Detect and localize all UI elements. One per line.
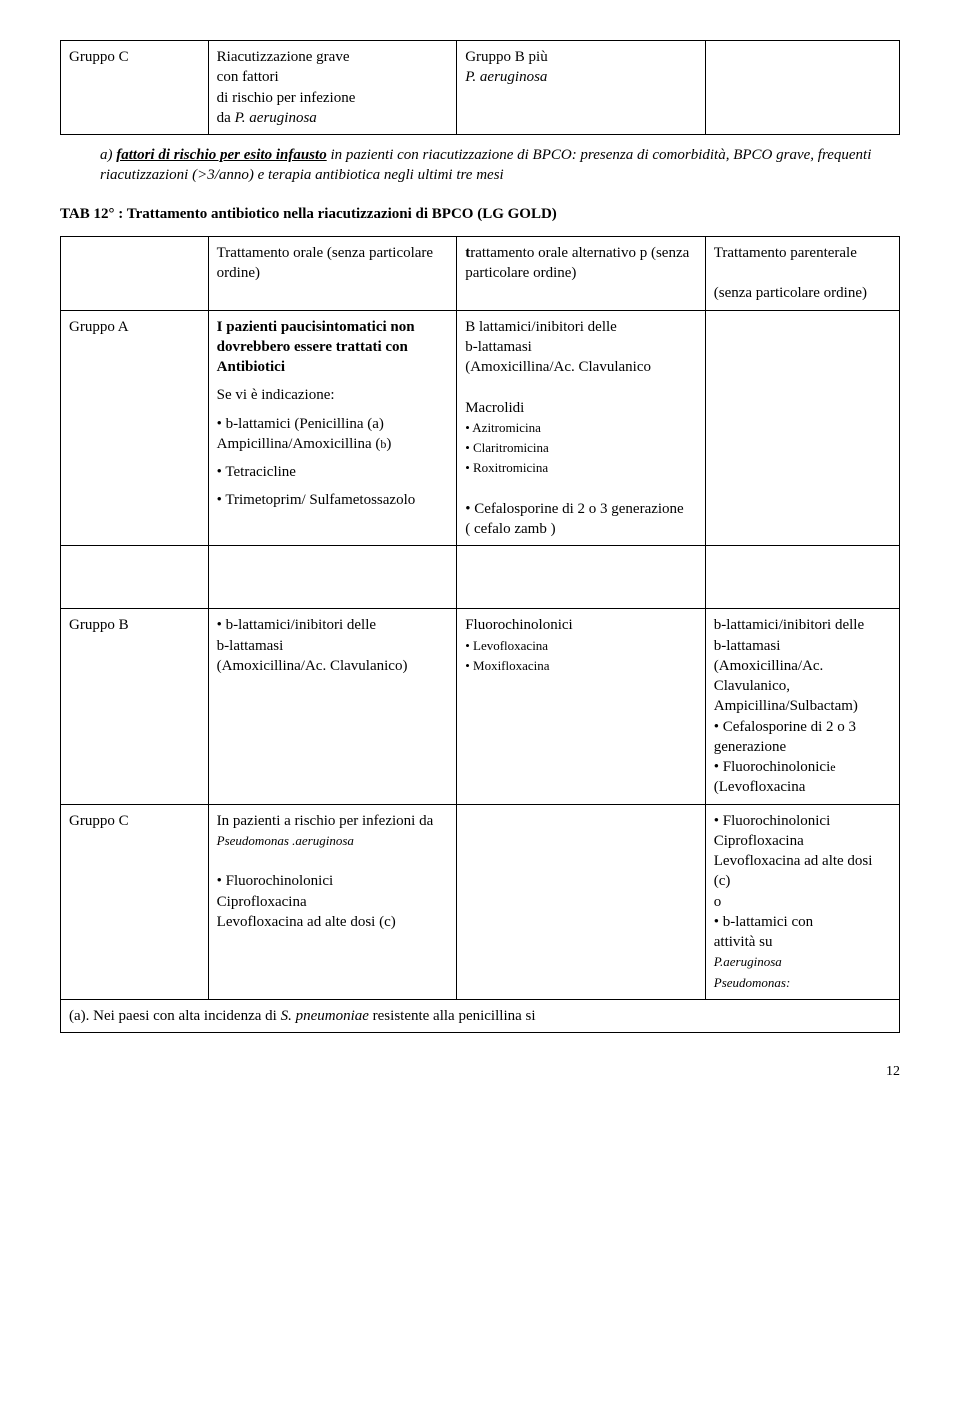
- rowB-label: Gruppo B: [61, 609, 209, 804]
- top-context-table: Gruppo C Riacutizzazione grave con fatto…: [60, 40, 900, 135]
- top-c2-l2: con fattori: [217, 69, 279, 85]
- rowB-c2: • b-lattamici/inibitori delle b-lattamas…: [208, 609, 457, 804]
- rowB-c4e2: e: [830, 760, 835, 774]
- rowA-c3a: B lattamici/inibitori delle: [465, 319, 617, 335]
- rowA-label: Gruppo A: [61, 310, 209, 546]
- rowA-c2c-end: ): [386, 436, 391, 452]
- rowC-c2: In pazienti a rischio per infezioni da P…: [208, 804, 457, 999]
- top-c2-l3: di rischio per infezione: [217, 90, 356, 106]
- table-row-a: Gruppo A I pazienti paucisintomatici non…: [61, 310, 900, 546]
- spacer-c3: [457, 546, 706, 609]
- rowC-c4f: attività su: [714, 934, 773, 950]
- rowC-c2e: Levofloxacina ad alte dosi (c): [217, 914, 396, 930]
- top-c2-l4b: P. aeruginosa: [235, 110, 317, 126]
- spacer-c2: [208, 546, 457, 609]
- rowC-c4a: • Fluorochinolonici: [714, 813, 831, 829]
- rowA-c4: [705, 310, 899, 546]
- rowB-c3: Fluorochinolonici • Levofloxacina • Moxi…: [457, 609, 706, 804]
- rowA-c2e: • Trimetoprim/ Sulfametossazolo: [217, 490, 449, 510]
- top-c1: Gruppo C: [61, 41, 209, 135]
- table-row-b: Gruppo B • b-lattamici/inibitori delle b…: [61, 609, 900, 804]
- rowA-c2a: I pazienti paucisintomatici non dovrebbe…: [217, 319, 415, 376]
- rowB-c4f: (Levofloxacina: [714, 779, 806, 795]
- rowA-c3d: Macrolidi: [465, 400, 524, 416]
- rowC-c2c: • Fluorochinolonici: [217, 873, 334, 889]
- rowB-c2c: (Amoxicillina/Ac. Clavulanico): [217, 658, 408, 674]
- hdr-c1: [61, 236, 209, 310]
- hdr-c3: trattamento orale alternativo p (senza p…: [457, 236, 706, 310]
- rowA-c3i: ( cefalo zamb ): [465, 521, 555, 537]
- table-row-c: Gruppo C In pazienti a rischio per infez…: [61, 804, 900, 999]
- rowC-c4g: P.aeruginosa: [714, 954, 782, 969]
- note-a: a) fattori di rischio per esito infausto…: [100, 145, 900, 186]
- rowC-c4h: Pseudomonas:: [714, 975, 791, 990]
- treatment-table: Trattamento orale (senza particolare ord…: [60, 236, 900, 1033]
- hdr-c4-text: Trattamento parenterale: [714, 245, 857, 261]
- rowB-c4d: • Cefalosporine di 2 o 3 generazione: [714, 719, 856, 755]
- rowA-c3h: • Cefalosporine di 2 o 3 generazione: [465, 501, 684, 517]
- top-c2: Riacutizzazione grave con fattori di ris…: [208, 41, 457, 135]
- top-c4: [705, 41, 899, 135]
- hdr-c3b: rattamento orale alternativo p (senza pa…: [465, 245, 689, 281]
- rowA-c2c: • b-lattamici (Penicillina (a) Ampicilli…: [217, 416, 384, 452]
- rowC-c4d: o: [714, 894, 722, 910]
- top-c2-l4a: da: [217, 110, 235, 126]
- rowB-c4b: b-lattamasi: [714, 638, 781, 654]
- footnote-a3: resistente alla penicillina si: [373, 1008, 536, 1024]
- page-number: 12: [60, 1063, 900, 1082]
- rowB-c3c: • Moxifloxacina: [465, 658, 549, 673]
- top-c2-l1: Riacutizzazione grave: [217, 49, 350, 65]
- rowB-c4a: b-lattamici/inibitori delle: [714, 617, 864, 633]
- rowA-c2b: Se vi è indicazione:: [217, 385, 449, 405]
- top-c3-l1: Gruppo B più: [465, 49, 548, 65]
- footnote-a2: S. pneumoniae: [281, 1008, 373, 1024]
- rowC-c2d: Ciprofloxacina: [217, 894, 307, 910]
- rowC-label: Gruppo C: [61, 804, 209, 999]
- rowA-c2d: • Tetracicline: [217, 462, 449, 482]
- note-a-prefix: a): [100, 147, 116, 163]
- rowC-c4b: Ciprofloxacina: [714, 833, 804, 849]
- rowA-c3e: • Azitromicina: [465, 420, 541, 435]
- hdr-c4b-text: (senza particolare ordine): [714, 285, 867, 301]
- rowC-c4: • Fluorochinolonici Ciprofloxacina Levof…: [705, 804, 899, 999]
- rowC-c2b: Pseudomonas .aeruginosa: [217, 833, 354, 848]
- rowA-c3b: b-lattamasi: [465, 339, 532, 355]
- top-c3: Gruppo B più P. aeruginosa: [457, 41, 706, 135]
- rowC-c4c: Levofloxacina ad alte dosi (c): [714, 853, 873, 889]
- rowC-c2a: In pazienti a rischio per infezioni da: [217, 813, 434, 829]
- hdr-c4: Trattamento parenterale (senza particola…: [705, 236, 899, 310]
- footnote-a1: (a). Nei paesi con alta incidenza di: [69, 1008, 281, 1024]
- rowC-c3: [457, 804, 706, 999]
- rowB-c3b: • Levofloxacina: [465, 638, 548, 653]
- top-c3-l2: P. aeruginosa: [465, 69, 547, 85]
- rowA-c3: B lattamici/inibitori delle b-lattamasi …: [457, 310, 706, 546]
- rowB-c2b: b-lattamasi: [217, 638, 284, 654]
- tab12-title: TAB 12° : Trattamento antibiotico nella …: [60, 204, 900, 224]
- footnote-cell: (a). Nei paesi con alta incidenza di S. …: [61, 999, 900, 1032]
- rowB-c2a: • b-lattamici/inibitori delle: [217, 617, 376, 633]
- spacer-c1: [61, 546, 209, 609]
- rowC-c4e: • b-lattamici con: [714, 914, 813, 930]
- rowA-c3f: • Claritromicina: [465, 440, 549, 455]
- note-a-bold: fattori di rischio per esito infausto: [116, 147, 326, 163]
- rowB-c3a: Fluorochinolonici: [465, 617, 573, 633]
- rowB-c4: b-lattamici/inibitori delle b-lattamasi …: [705, 609, 899, 804]
- table-header-row: Trattamento orale (senza particolare ord…: [61, 236, 900, 310]
- rowA-c2: I pazienti paucisintomatici non dovrebbe…: [208, 310, 457, 546]
- hdr-c2: Trattamento orale (senza particolare ord…: [208, 236, 457, 310]
- rowB-c4e1: • Fluorochinolonici: [714, 759, 831, 775]
- footnote-row: (a). Nei paesi con alta incidenza di S. …: [61, 999, 900, 1032]
- spacer-row: [61, 546, 900, 609]
- rowA-c3g: • Roxitromicina: [465, 460, 548, 475]
- rowA-c3c: (Amoxicillina/Ac. Clavulanico: [465, 359, 651, 375]
- spacer-c4: [705, 546, 899, 609]
- rowB-c4c: (Amoxicillina/Ac. Clavulanico, Ampicilli…: [714, 658, 858, 715]
